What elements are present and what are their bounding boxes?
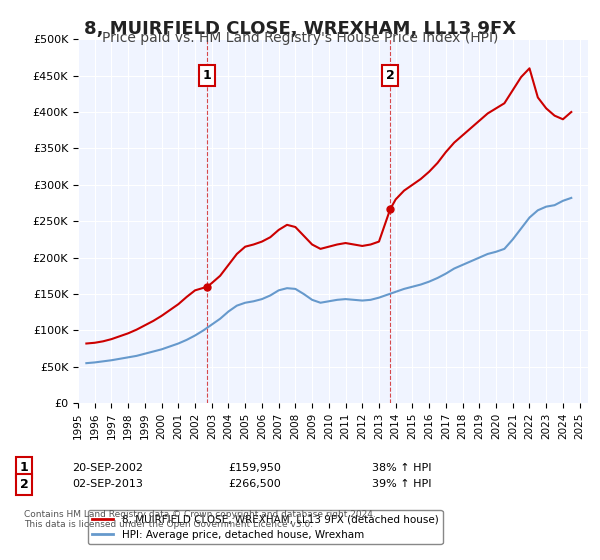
- Text: 39% ↑ HPI: 39% ↑ HPI: [372, 479, 431, 489]
- Text: 8, MUIRFIELD CLOSE, WREXHAM, LL13 9FX: 8, MUIRFIELD CLOSE, WREXHAM, LL13 9FX: [84, 20, 516, 38]
- Text: 02-SEP-2013: 02-SEP-2013: [72, 479, 143, 489]
- Text: £159,950: £159,950: [228, 463, 281, 473]
- Text: 1: 1: [203, 69, 211, 82]
- Text: 20-SEP-2002: 20-SEP-2002: [72, 463, 143, 473]
- Text: 1: 1: [20, 461, 28, 474]
- Text: 2: 2: [20, 478, 28, 491]
- Text: Price paid vs. HM Land Registry's House Price Index (HPI): Price paid vs. HM Land Registry's House …: [102, 31, 498, 45]
- Text: 2: 2: [386, 69, 395, 82]
- Text: 38% ↑ HPI: 38% ↑ HPI: [372, 463, 431, 473]
- Text: Contains HM Land Registry data © Crown copyright and database right 2024.
This d: Contains HM Land Registry data © Crown c…: [24, 510, 376, 529]
- Legend: 8, MUIRFIELD CLOSE, WREXHAM, LL13 9FX (detached house), HPI: Average price, deta: 8, MUIRFIELD CLOSE, WREXHAM, LL13 9FX (d…: [88, 510, 443, 544]
- Text: £266,500: £266,500: [228, 479, 281, 489]
